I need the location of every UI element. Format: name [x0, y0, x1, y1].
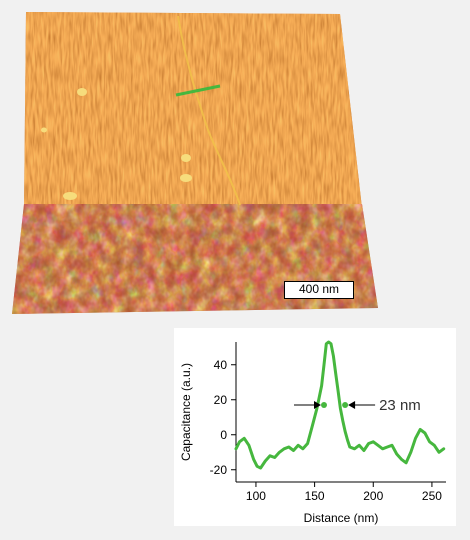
fwhm-left-point	[320, 402, 327, 408]
afm-topography-image	[12, 12, 378, 314]
capacitance-profile-chart: -20 0 20 40 100 150 200 250 23 nm Distance (nm)…	[179, 340, 446, 525]
fwhm-label: 23 nm	[379, 397, 421, 414]
x-tick-label: 200	[363, 489, 383, 503]
afm-upper-region	[24, 12, 362, 212]
capacitance-series-line	[234, 340, 446, 470]
y-tick-label: 40	[214, 358, 228, 372]
surface-line-feature	[177, 15, 241, 206]
surface-particles	[41, 88, 192, 200]
fwhm-annotation: 23 nm	[293, 397, 421, 414]
right-arrow-head	[348, 401, 356, 409]
y-tick-label: 20	[214, 393, 228, 407]
x-tick-label: 100	[246, 489, 266, 503]
x-tick-label: 250	[422, 489, 442, 503]
tick-labels: -20 0 20 40 100 150 200 250	[210, 358, 443, 503]
profile-cut-marker	[175, 84, 221, 97]
y-tick-label: 0	[220, 428, 227, 442]
capacitance-profile-panel: -20 0 20 40 100 150 200 250 23 nm Distance (nm)…	[174, 328, 456, 526]
scale-bar: 400 nm	[284, 281, 354, 299]
y-axis-label: Capacitance (a.u.)	[179, 363, 193, 461]
plot-axes	[235, 342, 446, 483]
x-axis-label: Distance (nm)	[304, 511, 379, 525]
fwhm-right-point	[342, 402, 349, 408]
y-tick-label: -20	[210, 463, 228, 477]
left-arrow-head	[313, 401, 321, 409]
axis-ticks	[231, 364, 433, 487]
x-tick-label: 150	[305, 489, 325, 503]
